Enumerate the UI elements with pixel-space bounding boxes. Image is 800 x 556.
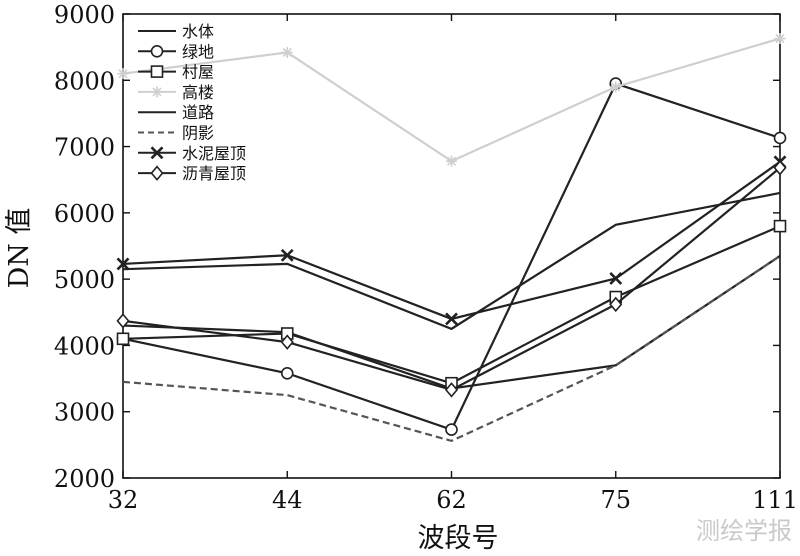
series-8 <box>116 160 787 398</box>
marker-x <box>150 146 164 160</box>
y-tick-label: 2000 <box>54 465 115 493</box>
series-5 <box>122 191 781 331</box>
marker-diamond <box>609 296 623 313</box>
legend-label: 沥青屋顶 <box>182 164 246 183</box>
marker-square <box>116 332 130 346</box>
y-axis-title: DN 值 <box>4 208 35 289</box>
legend-item: 绿地 <box>138 42 214 61</box>
series-line <box>122 255 781 443</box>
y-tick-label: 6000 <box>54 200 115 228</box>
marker-diamond <box>444 382 459 398</box>
legend-label: 村屋 <box>182 63 214 82</box>
series-line <box>122 37 781 163</box>
series-6 <box>122 255 781 443</box>
x-tick-label: 44 <box>272 486 303 514</box>
marker-x <box>116 257 130 271</box>
y-tick-label: 5000 <box>54 266 115 294</box>
marker-x <box>445 312 458 326</box>
marker-asterisk <box>774 33 786 45</box>
legend-item: 沥青屋顶 <box>138 164 246 183</box>
legend-item: 阴影 <box>138 124 214 143</box>
series-line <box>122 191 781 331</box>
marker-asterisk <box>117 68 129 80</box>
legend-item: 村屋 <box>138 63 214 82</box>
legend-item: 高楼 <box>138 83 214 102</box>
legend-label: 水泥屋顶 <box>182 144 246 163</box>
x-tick-label: 32 <box>108 486 139 514</box>
legend-label: 高楼 <box>182 83 214 102</box>
series-line <box>122 160 781 321</box>
watermark: 测绘学报 <box>696 517 792 545</box>
y-tick-label: 7000 <box>54 134 115 162</box>
marker-diamond <box>116 313 130 329</box>
x-axis-title: 波段号 <box>418 523 499 554</box>
series-4 <box>117 33 786 167</box>
y-tick-label: 8000 <box>54 67 115 95</box>
legend-item: 水体 <box>138 22 214 41</box>
marker-circle <box>445 423 458 436</box>
y-tick-label: 3000 <box>54 399 115 427</box>
marker-diamond <box>150 165 164 181</box>
marker-circle <box>280 366 294 380</box>
legend-label: 水体 <box>182 22 214 41</box>
x-tick-label: 75 <box>600 486 631 514</box>
marker-asterisk <box>151 86 163 98</box>
legend-label: 绿地 <box>182 42 214 61</box>
marker-diamond <box>773 160 787 176</box>
marker-square <box>773 219 787 233</box>
legend-item: 道路 <box>138 103 214 122</box>
marker-asterisk <box>281 46 293 58</box>
series-layer <box>116 33 787 443</box>
marker-asterisk <box>610 81 622 93</box>
series-line <box>122 166 781 392</box>
legend-item: 水泥屋顶 <box>138 144 246 163</box>
legend-label: 阴影 <box>182 124 214 143</box>
marker-circle <box>150 44 164 58</box>
y-tick-label: 9000 <box>54 1 115 29</box>
marker-diamond <box>280 334 294 350</box>
marker-x <box>280 248 294 262</box>
axis-ticks: 2000 3000 4000 5000 6000 7000 8000 9000 32 44 62 75… <box>54 1 798 514</box>
marker-asterisk <box>446 155 457 167</box>
plot-frame <box>122 13 781 479</box>
y-tick-label: 4000 <box>54 332 115 360</box>
marker-square <box>150 65 164 78</box>
x-tick-label: 111 <box>752 486 798 514</box>
x-tick-label: 62 <box>436 486 467 514</box>
marker-x <box>609 272 623 285</box>
legend-label: 道路 <box>182 103 214 122</box>
marker-circle <box>773 131 787 145</box>
